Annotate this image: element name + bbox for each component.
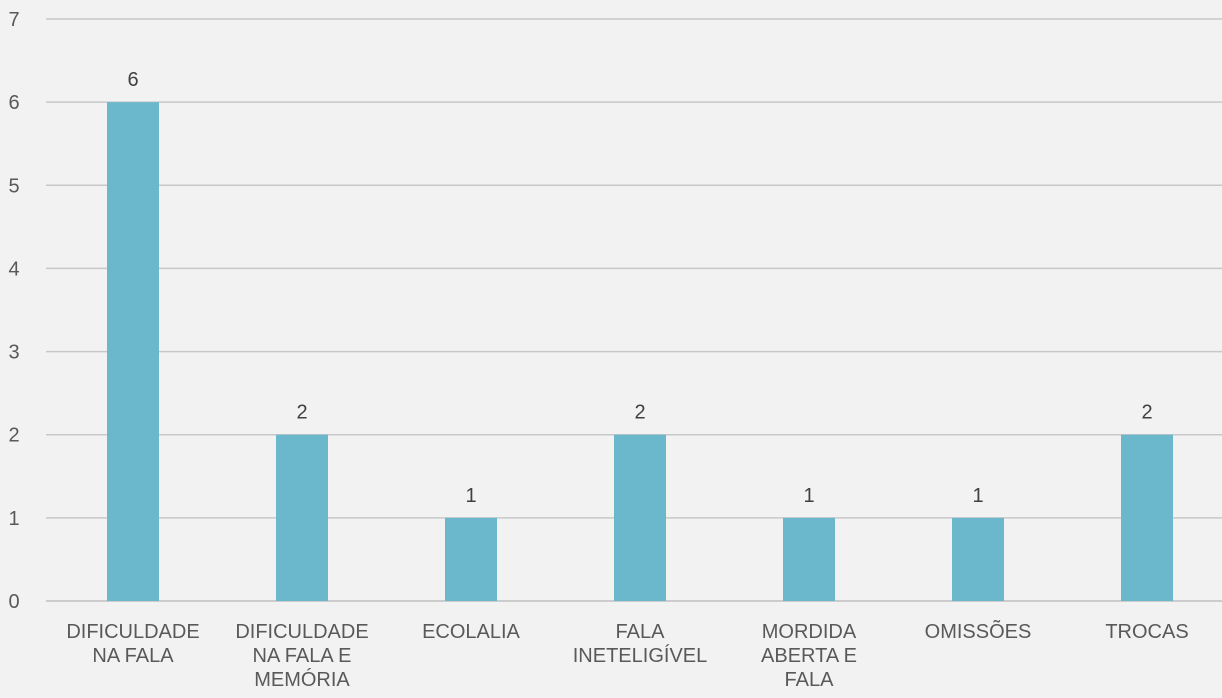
category-label-line: TROCAS (1105, 621, 1188, 643)
data-label: 1 (465, 485, 476, 507)
data-label: 1 (803, 485, 814, 507)
y-axis-ticks: 0 1 2 3 4 5 6 7 (8, 9, 19, 613)
bar (107, 102, 159, 602)
data-label: 2 (634, 402, 645, 424)
category-label-line: MORDIDA (762, 621, 857, 643)
category-label-line: FALA (616, 621, 666, 643)
bar (1121, 434, 1173, 601)
y-tick-label: 0 (8, 591, 19, 613)
bars (107, 102, 1173, 602)
bar (445, 517, 497, 601)
category-label-line: OMISSÕES (925, 619, 1032, 643)
category-label-line: ABERTA E (761, 645, 857, 667)
bar (614, 434, 666, 601)
category-label-line: NA FALA E (253, 645, 352, 667)
y-tick-label: 4 (8, 258, 19, 280)
category-label: ECOLALIA (422, 621, 520, 643)
y-tick-label: 2 (8, 425, 19, 447)
category-label: TROCAS (1105, 621, 1188, 643)
data-label: 2 (1141, 402, 1152, 424)
category-label-line: MEMÓRIA (254, 668, 350, 691)
data-label: 2 (296, 402, 307, 424)
category-label: DIFICULDADE NA FALA (66, 621, 199, 667)
y-tick-label: 1 (8, 508, 19, 530)
bar (952, 517, 1004, 601)
category-label-line: FALA (785, 669, 835, 691)
y-tick-label: 6 (8, 92, 19, 114)
data-labels: 6 2 1 2 1 1 2 (127, 69, 1152, 507)
data-label: 6 (127, 69, 138, 91)
category-label-line: NA FALA (92, 645, 174, 667)
y-tick-label: 3 (8, 342, 19, 364)
bar (276, 434, 328, 601)
category-label: OMISSÕES (925, 619, 1032, 643)
category-label-line: INETELIGÍVEL (573, 644, 708, 667)
category-label: MORDIDA ABERTA E FALA (761, 621, 857, 691)
y-tick-label: 7 (8, 9, 19, 31)
data-label: 1 (972, 485, 983, 507)
category-label-line: DIFICULDADE (66, 621, 199, 643)
y-tick-label: 5 (8, 175, 19, 197)
category-label: FALA INETELIGÍVEL (573, 621, 708, 667)
category-label-line: DIFICULDADE (235, 621, 368, 643)
category-label: DIFICULDADE NA FALA E MEMÓRIA (235, 621, 368, 691)
category-label-line: ECOLALIA (422, 621, 520, 643)
bar (783, 517, 835, 601)
